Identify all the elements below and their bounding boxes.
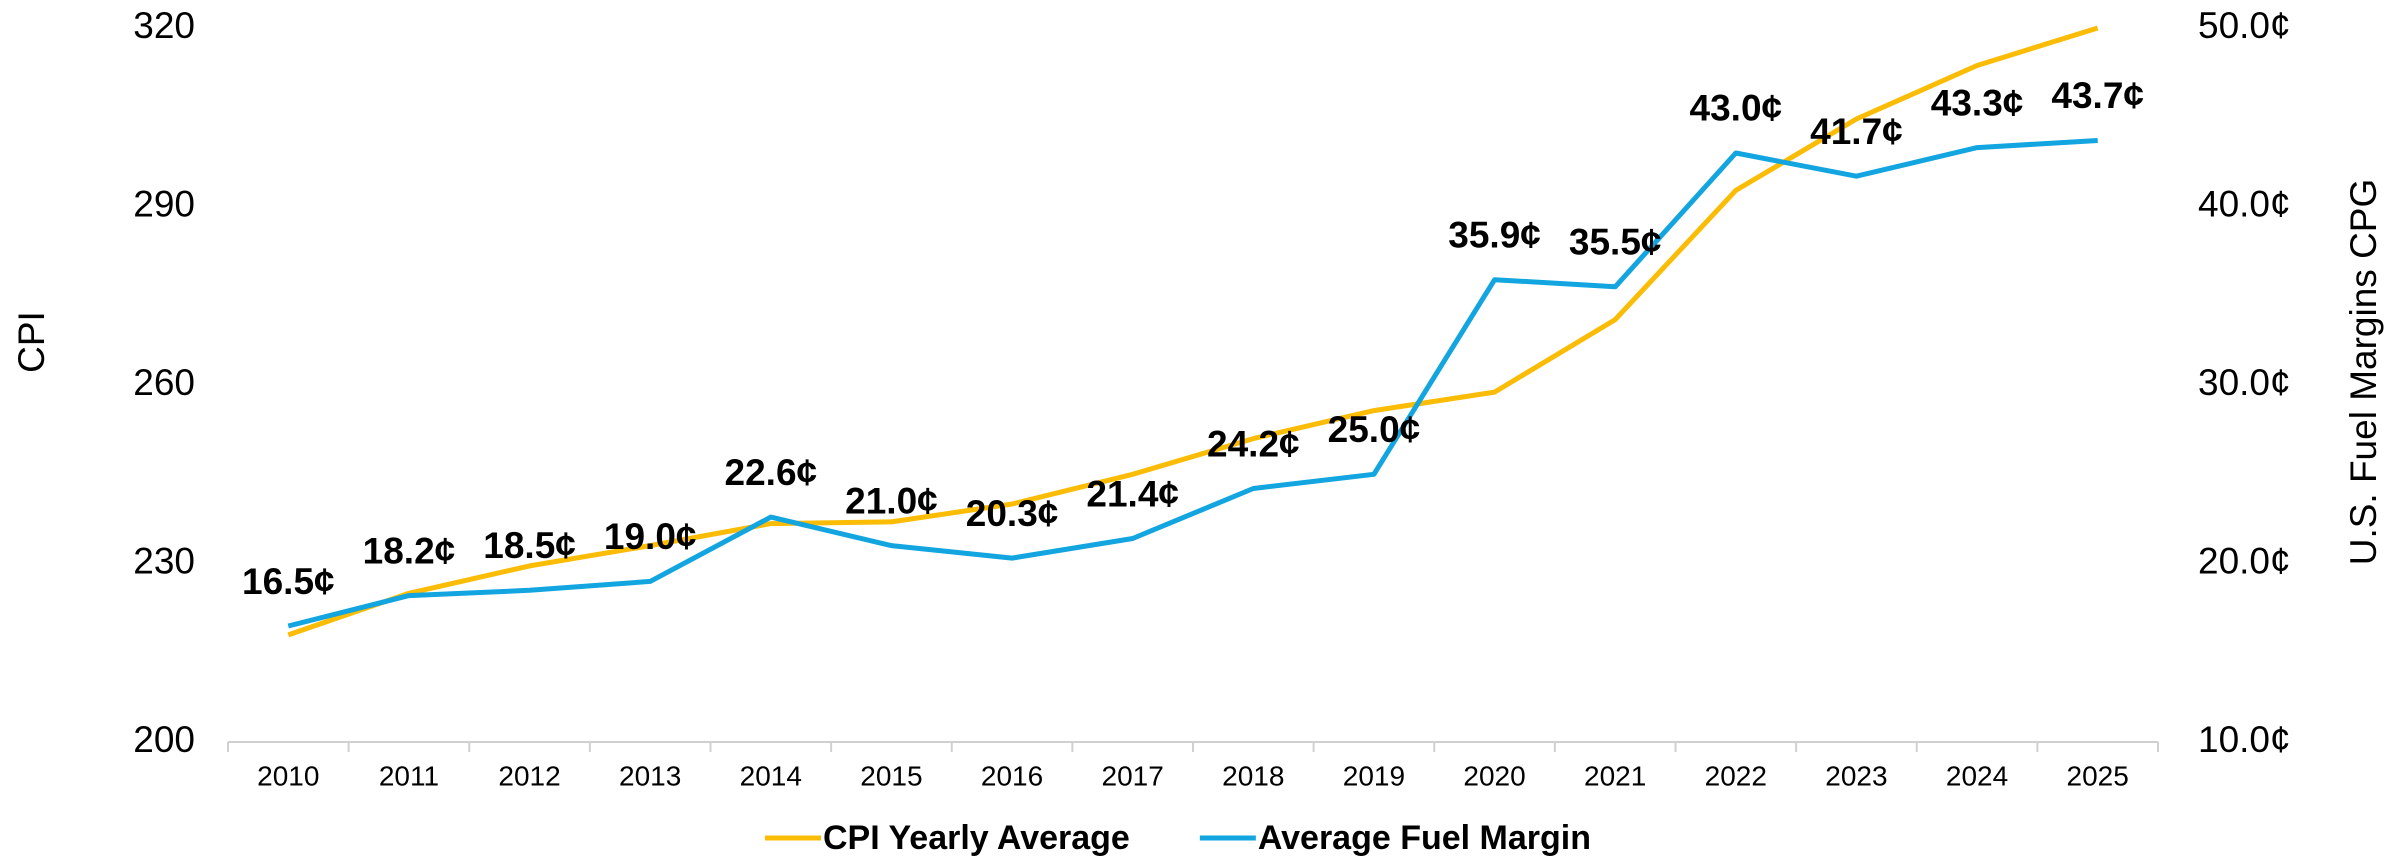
x-tick-label: 2022 bbox=[1705, 760, 1767, 791]
y-tick-label: 320 bbox=[133, 5, 195, 46]
data-label: 22.6¢ bbox=[725, 452, 818, 493]
data-label: 35.9¢ bbox=[1448, 214, 1541, 255]
data-label: 43.3¢ bbox=[1931, 82, 2024, 123]
x-tick-label: 2013 bbox=[619, 760, 681, 791]
data-label: 20.3¢ bbox=[966, 493, 1059, 534]
x-tick-label: 2010 bbox=[257, 760, 319, 791]
data-label: 18.2¢ bbox=[363, 530, 456, 571]
x-tick-label: 2012 bbox=[498, 760, 560, 791]
x-tick-label: 2019 bbox=[1343, 760, 1405, 791]
x-tick-label: 2014 bbox=[740, 760, 802, 791]
y-tick-label: 200 bbox=[133, 719, 195, 760]
x-tick-label: 2016 bbox=[981, 760, 1043, 791]
x-tick-label: 2011 bbox=[379, 760, 439, 791]
data-label: 35.5¢ bbox=[1569, 222, 1662, 263]
y2-axis-title: U.S. Fuel Margins CPG bbox=[2343, 179, 2384, 566]
legend-label: Average Fuel Margin bbox=[1258, 819, 1591, 857]
legend-label: CPI Yearly Average bbox=[823, 819, 1130, 857]
x-tick-label: 2023 bbox=[1825, 760, 1887, 791]
data-label: 43.7¢ bbox=[2051, 75, 2144, 116]
y2-tick-label: 20.0¢ bbox=[2198, 540, 2291, 581]
y2-tick-label: 50.0¢ bbox=[2198, 5, 2291, 46]
y-tick-label: 230 bbox=[133, 540, 195, 581]
x-tick-label: 2025 bbox=[2067, 760, 2129, 791]
y-axis-title: CPI bbox=[11, 311, 52, 373]
x-tick-label: 2018 bbox=[1222, 760, 1284, 791]
y2-tick-label: 40.0¢ bbox=[2198, 183, 2291, 224]
x-tick-label: 2020 bbox=[1463, 760, 1525, 791]
data-label: 41.7¢ bbox=[1810, 111, 1903, 152]
data-label: 43.0¢ bbox=[1690, 88, 1783, 129]
x-tick-label: 2015 bbox=[860, 760, 922, 791]
data-label: 21.4¢ bbox=[1086, 473, 1179, 514]
y2-tick-label: 30.0¢ bbox=[2198, 362, 2291, 403]
x-tick-label: 2024 bbox=[1946, 760, 2008, 791]
x-tick-label: 2017 bbox=[1102, 760, 1164, 791]
data-label: 25.0¢ bbox=[1328, 409, 1421, 450]
x-tick-label: 2021 bbox=[1584, 760, 1646, 791]
y-tick-label: 260 bbox=[133, 362, 195, 403]
data-label: 16.5¢ bbox=[242, 561, 335, 602]
data-label: 21.0¢ bbox=[845, 480, 938, 521]
y2-tick-label: 10.0¢ bbox=[2198, 719, 2291, 760]
series-line bbox=[287, 138, 2098, 629]
data-label: 18.5¢ bbox=[483, 525, 576, 566]
series-line bbox=[287, 25, 2099, 638]
y-tick-label: 290 bbox=[133, 183, 195, 224]
data-label: 24.2¢ bbox=[1207, 423, 1300, 464]
data-label: 19.0¢ bbox=[604, 516, 697, 557]
